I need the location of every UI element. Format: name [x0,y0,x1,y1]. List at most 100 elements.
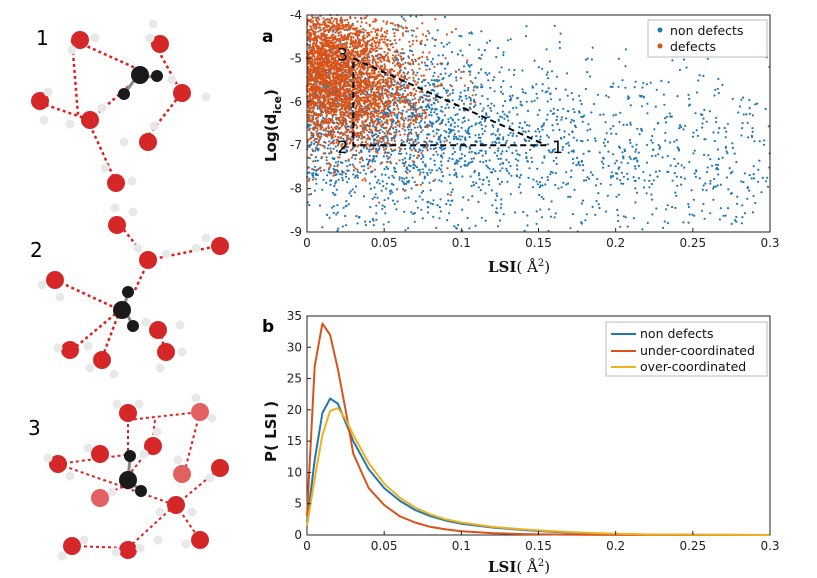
scatter-point [327,97,330,100]
scatter-point [582,179,586,182]
scatter-point [329,42,332,45]
scatter-point [413,80,416,83]
scatter-point [366,163,369,166]
scatter-point [499,169,502,172]
scatter-point [407,128,410,131]
scatter-point [403,86,407,90]
scatter-point [308,157,311,160]
scatter-point [409,114,412,117]
scatter-point [345,204,348,207]
scatter-point [387,176,390,179]
scatter-point [396,50,399,53]
scatter-point [552,159,555,162]
scatter-point [453,133,456,136]
scatter-point [367,39,371,43]
scatter-point [388,93,391,96]
scatter-point [527,176,530,180]
scatter-point [709,212,712,215]
scatter-point [437,100,440,103]
scatter-point [380,38,383,41]
scatter-point [493,76,496,79]
scatter-point [389,43,392,46]
scatter-point [310,93,313,97]
scatter-point [614,113,618,116]
scatter-point [629,157,632,160]
scatter-point [474,93,477,96]
scatter-point [512,132,515,135]
scatter-point [340,170,344,173]
scatter-point [334,31,337,34]
scatter-point [678,127,681,130]
scatter-point [375,123,378,126]
scatter-point [379,84,382,87]
scatter-point [546,90,549,93]
scatter-point [375,111,378,115]
water-cluster-co2-molecule-icon [43,393,229,561]
scatter-point [384,73,388,76]
scatter-point [489,171,493,174]
scatter-point [468,43,471,46]
scatter-point [475,140,478,143]
scatter-point [398,38,401,41]
scatter-point [486,41,489,44]
scatter-point [367,80,370,83]
scatter-point [412,71,415,74]
scatter-point [325,159,328,162]
scatter-point [457,118,460,121]
scatter-point [356,134,359,137]
scatter-point [440,180,443,183]
scatter-point [404,147,407,151]
scatter-point [327,36,330,39]
scatter-point [408,157,411,160]
scatter-point [402,17,405,20]
scatter-point [632,158,636,161]
scatter-point [611,85,614,88]
scatter-point [333,157,336,160]
scatter-point [421,33,425,36]
scatter-point [617,167,620,170]
scatter-point [448,41,451,44]
scatter-point [508,125,511,128]
scatter-point [316,101,319,105]
scatter-point [377,65,380,68]
scatter-point [383,38,386,41]
scatter-point [441,119,444,122]
scatter-point [325,162,328,165]
scatter-point [354,114,357,117]
scatter-point [493,90,496,93]
scatter-point [406,133,409,136]
scatter-point [569,176,573,179]
scatter-point [374,150,377,153]
scatter-point [637,177,641,180]
scatter-point [506,39,510,42]
scatter-point [518,154,521,157]
scatter-point [624,216,627,219]
scatter-point [368,128,371,131]
scatter-point [632,176,635,179]
scatter-point [726,207,730,210]
scatter-point [531,186,535,189]
scatter-point [310,102,313,106]
scatter-point [366,134,369,137]
scatter-point [333,17,337,20]
scatter-point [598,206,601,210]
scatter-point [502,213,505,216]
scatter-point [717,77,720,81]
scatter-point [379,115,382,119]
scatter-point [470,125,473,128]
scatter-point [401,177,404,180]
scatter-point [673,140,676,143]
scatter-point [463,89,466,92]
scatter-point [567,151,570,154]
scatter-point [535,83,538,86]
scatter-point [401,109,404,112]
scatter-point [458,34,461,38]
scatter-point [498,183,501,186]
scatter-point [508,111,511,114]
scatter-point [481,127,484,130]
scatter-point [674,165,677,168]
scatter-point [407,227,410,230]
scatter-point [429,147,432,150]
scatter-point [331,191,334,194]
scatter-point [470,150,473,153]
